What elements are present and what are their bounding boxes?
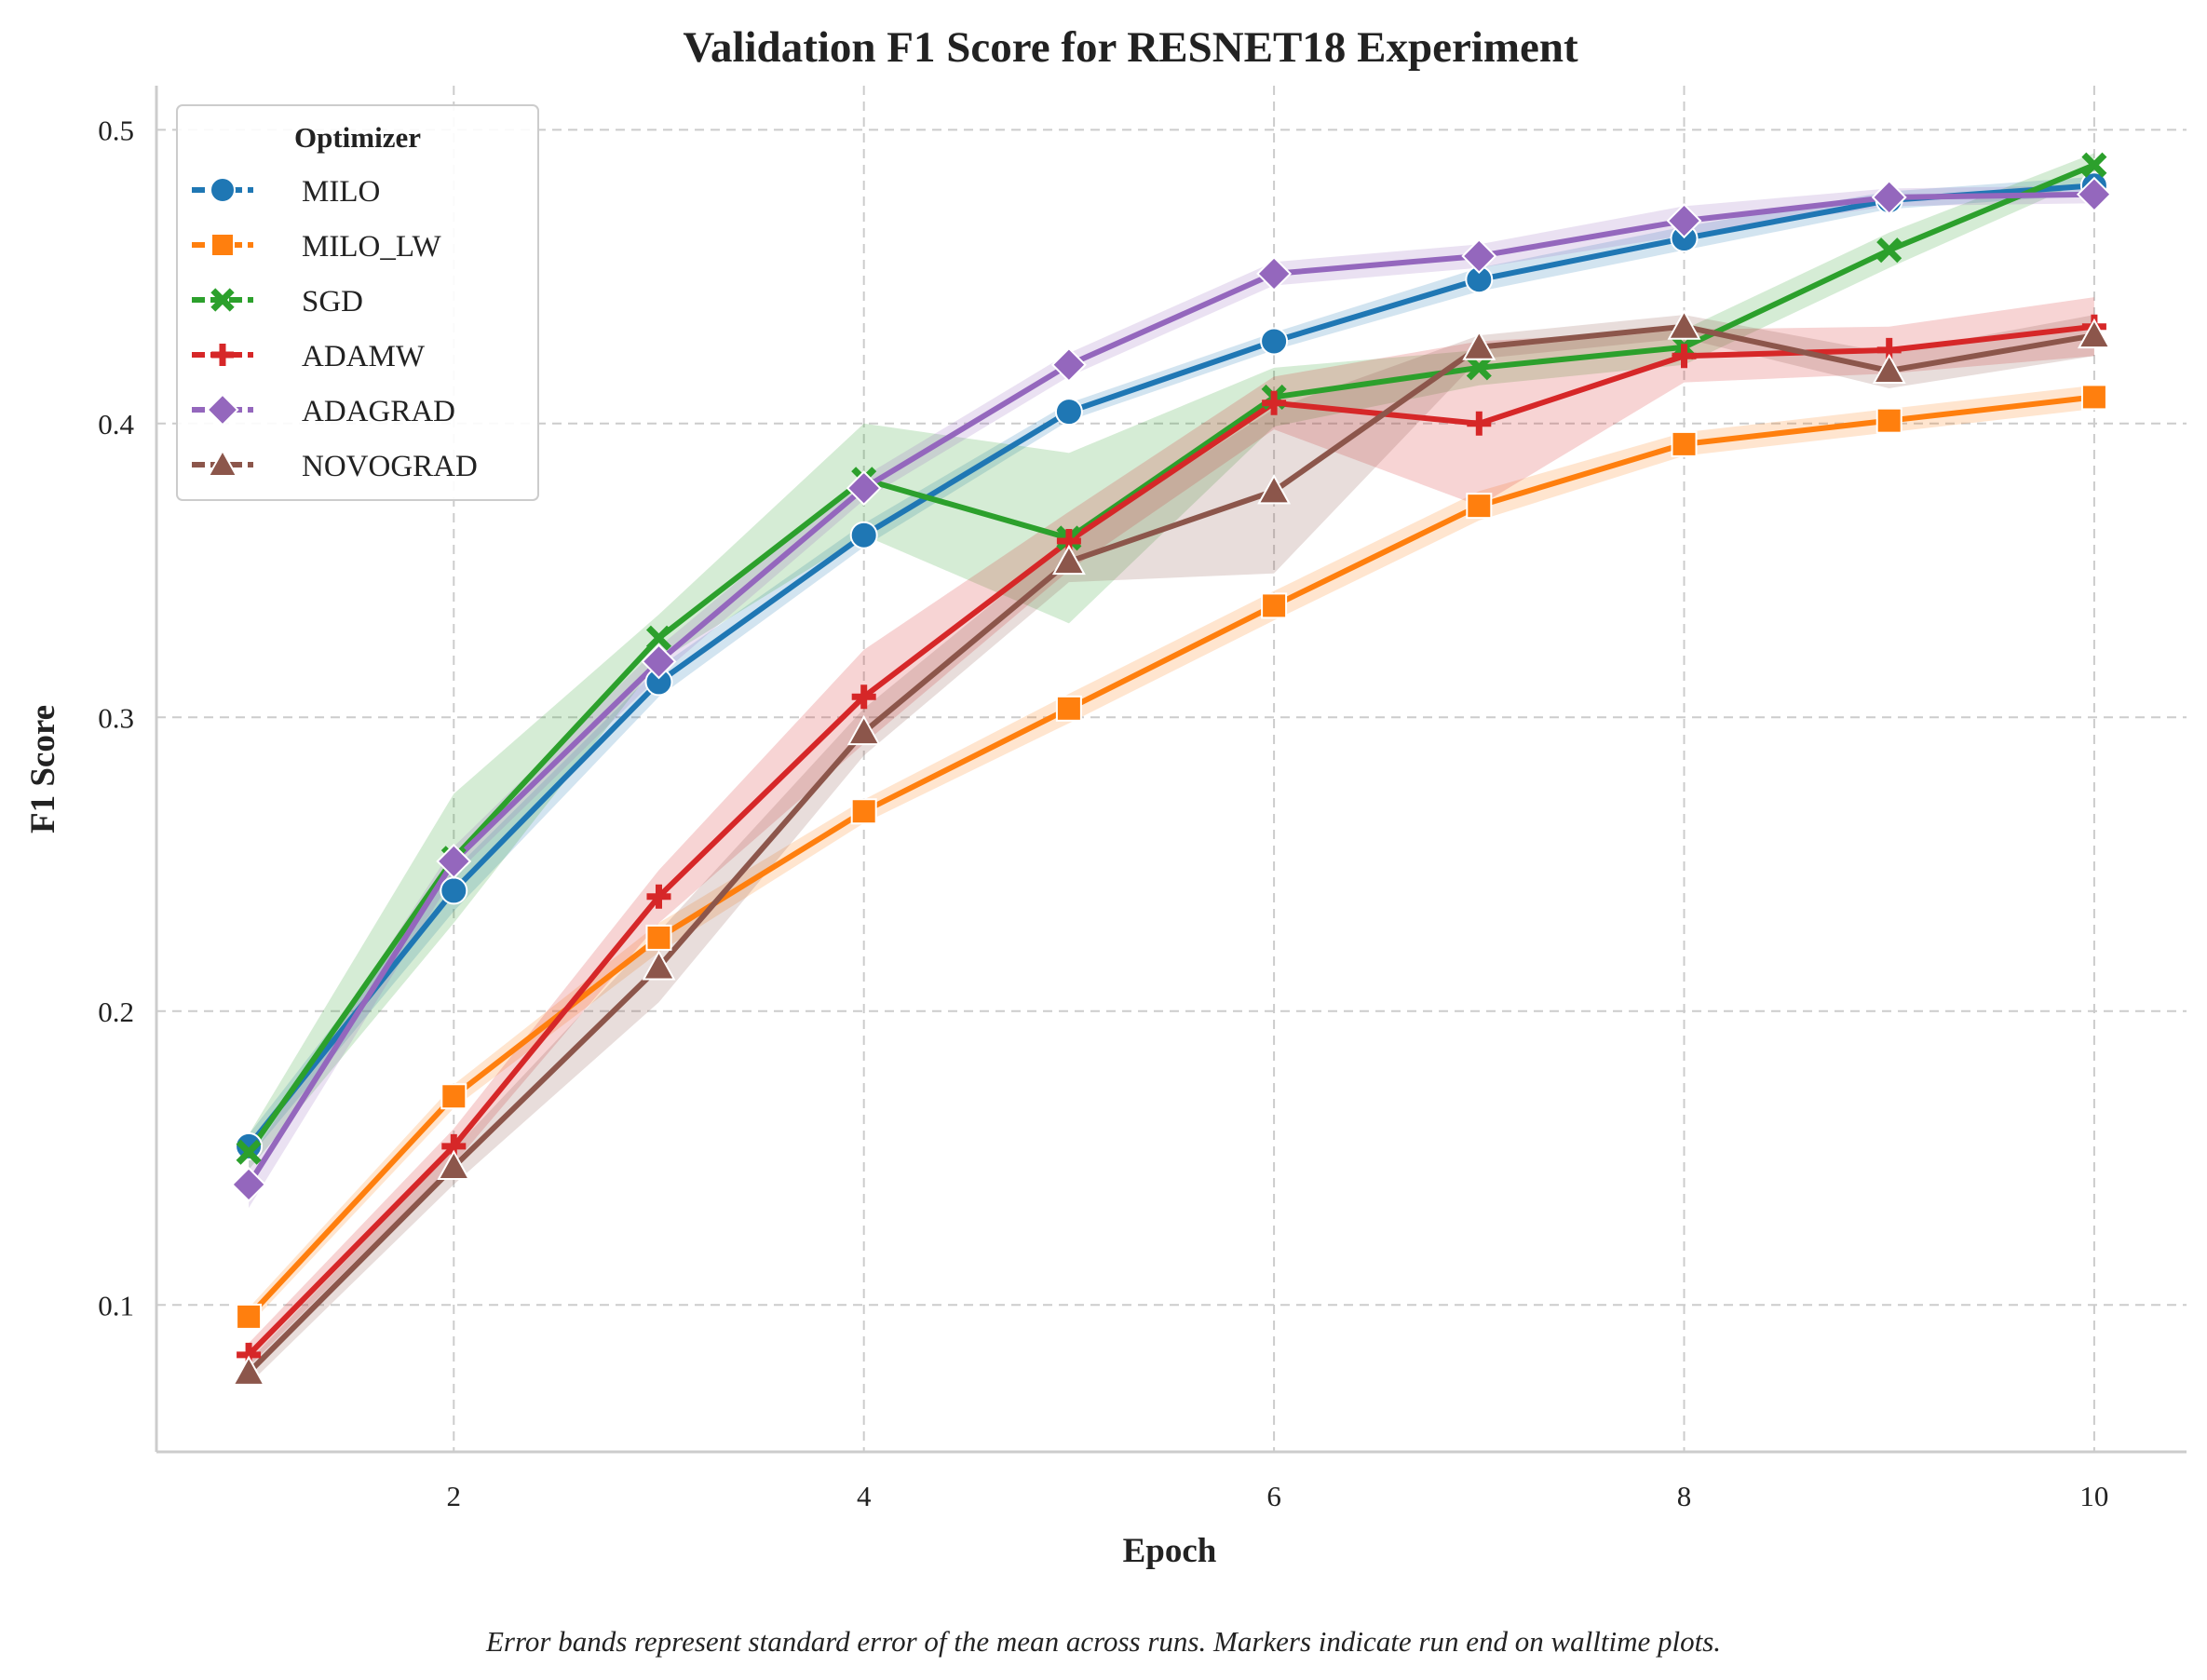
- series-line-milo-lw: [246, 394, 2095, 1319]
- y-tick-label: 0.5: [98, 114, 134, 146]
- legend-entry-sgd: SGD: [192, 285, 363, 318]
- data-point-adamw: [851, 684, 876, 710]
- data-point-milo: [440, 876, 468, 905]
- data-point-milo-lw: [1261, 592, 1288, 619]
- data-point-milo: [1054, 398, 1083, 427]
- data-point-milo-lw: [1671, 430, 1698, 457]
- data-point-novograd: [1462, 330, 1496, 360]
- legend-label-sgd: SGD: [302, 285, 363, 318]
- x-tick-labels: 2 4 6 8 10: [447, 1480, 2109, 1512]
- data-point-novograd: [642, 950, 676, 981]
- y-tick-labels: 0.1 0.2 0.3 0.4 0.5: [98, 114, 134, 1321]
- x-axis-label: Epoch: [1123, 1532, 1217, 1570]
- chart-footnote: Error bands represent standard error of …: [485, 1625, 1721, 1658]
- data-point-milo-lw: [1055, 695, 1082, 722]
- y-axis-label: F1 Score: [24, 705, 62, 833]
- chart-title: Validation F1 Score for RESNET18 Experim…: [683, 23, 1578, 72]
- error-band-adagrad: [249, 185, 2094, 1209]
- data-point-novograd: [1051, 544, 1086, 576]
- series-markers: [231, 152, 2112, 1386]
- data-point-novograd: [1257, 474, 1292, 505]
- data-point-adamw: [1262, 390, 1287, 415]
- x-tick-label: 8: [1677, 1480, 1692, 1512]
- data-point-sgd: [236, 1139, 262, 1165]
- data-point-adagrad: [1461, 238, 1497, 274]
- data-point-milo-lw: [2080, 384, 2107, 411]
- series-line-novograd: [246, 323, 2095, 1375]
- data-point-adagrad: [1050, 346, 1087, 383]
- data-point-sgd: [1466, 355, 1492, 381]
- data-point-milo: [1260, 327, 1289, 356]
- legend: Optimizer MILO MILO_LW SGD ADAMW ADAGRAD NOVO…: [176, 104, 539, 501]
- data-point-adamw: [1467, 411, 1492, 436]
- data-point-milo-lw: [1875, 407, 1902, 434]
- data-point-milo: [235, 1131, 264, 1160]
- legend-entry-adagrad: ADAGRAD: [192, 393, 455, 428]
- legend-entry-milo-lw: MILO_LW: [192, 230, 442, 264]
- data-point-adagrad: [846, 470, 882, 507]
- y-tick-label: 0.4: [98, 408, 134, 440]
- y-tick-label: 0.2: [98, 996, 134, 1028]
- data-point-adagrad: [1256, 255, 1293, 291]
- data-point-milo-lw: [236, 1303, 263, 1330]
- series-line-adagrad: [246, 191, 2094, 1186]
- data-point-milo: [849, 521, 878, 549]
- data-point-sgd: [1876, 237, 1902, 264]
- series-lines: [246, 162, 2096, 1375]
- x-tick-label: 6: [1266, 1480, 1281, 1512]
- data-point-milo-lw: [850, 798, 877, 825]
- data-point-adagrad: [231, 1166, 267, 1202]
- data-point-novograd: [1872, 353, 1906, 385]
- data-point-novograd: [846, 714, 881, 746]
- x-tick-label: 4: [857, 1480, 872, 1512]
- data-point-sgd: [2081, 152, 2107, 178]
- data-point-novograd: [1667, 309, 1701, 340]
- error-band-sgd: [249, 153, 2094, 1171]
- data-point-sgd: [645, 625, 672, 651]
- legend-label-adagrad: ADAGRAD: [302, 395, 455, 428]
- data-point-adagrad: [2076, 176, 2112, 212]
- y-tick-label: 0.3: [98, 701, 134, 734]
- data-point-adamw: [1672, 344, 1697, 369]
- data-point-milo-lw: [645, 924, 672, 951]
- legend-entry-adamw: ADAMW: [192, 340, 426, 373]
- series-line-sgd: [246, 162, 2096, 1154]
- legend-marker-milo-lw: [210, 233, 235, 257]
- error-band-milo: [249, 176, 2094, 1158]
- legend-entries: MILO MILO_LW SGD ADAMW ADAGRAD NOVOGRAD: [192, 175, 478, 483]
- legend-marker-sgd: [210, 288, 235, 312]
- legend-entry-milo: MILO: [192, 175, 380, 209]
- x-tick-label: 2: [447, 1480, 462, 1512]
- legend-marker-adagrad: [206, 393, 239, 427]
- data-point-adagrad: [1871, 179, 1907, 215]
- legend-label-milo: MILO: [302, 175, 380, 209]
- series-line-milo: [246, 183, 2095, 1148]
- legend-marker-milo: [210, 177, 236, 203]
- legend-marker-novograd: [207, 448, 238, 477]
- legend-marker-adamw: [211, 344, 234, 366]
- data-point-milo-lw: [1466, 493, 1493, 520]
- series-line-adamw: [246, 323, 2095, 1357]
- legend-label-adamw: ADAMW: [302, 340, 426, 373]
- legend-title: Optimizer: [294, 121, 421, 154]
- data-point-adagrad: [436, 843, 472, 879]
- legend-label-milo-lw: MILO_LW: [302, 230, 442, 264]
- data-point-adamw: [646, 884, 671, 909]
- legend-entry-novograd: NOVOGRAD: [192, 448, 478, 483]
- y-tick-label: 0.1: [98, 1289, 134, 1321]
- data-point-novograd: [437, 1149, 471, 1180]
- data-point-novograd: [2077, 318, 2111, 349]
- data-point-adagrad: [641, 644, 677, 680]
- legend-label-novograd: NOVOGRAD: [302, 450, 478, 483]
- legend-box: [176, 104, 539, 501]
- x-tick-label: 10: [2079, 1480, 2108, 1512]
- data-point-adagrad: [1666, 203, 1702, 239]
- data-point-novograd: [232, 1355, 266, 1386]
- data-point-milo-lw: [440, 1083, 467, 1110]
